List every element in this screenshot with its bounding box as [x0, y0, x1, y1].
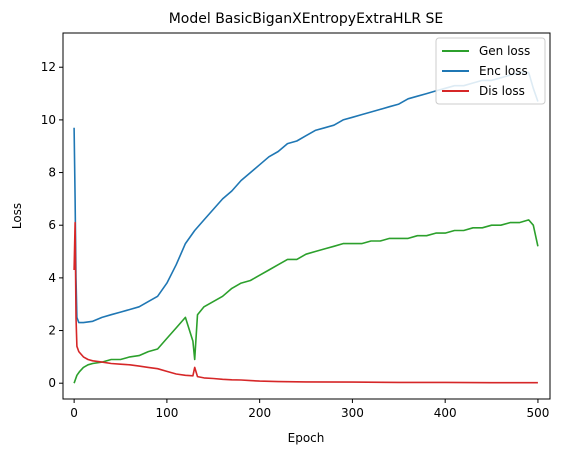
- x-tick-label: 100: [155, 406, 178, 420]
- y-tick-label: 0: [48, 376, 56, 390]
- x-axis-label: Epoch: [288, 431, 325, 445]
- y-tick-label: 10: [41, 113, 56, 127]
- series-line-gen-loss: [73, 219, 539, 384]
- y-tick-label: 8: [48, 166, 56, 180]
- y-axis-label: Loss: [10, 203, 24, 229]
- y-tick-label: 6: [48, 218, 56, 232]
- series-line-dis-loss: [73, 221, 538, 384]
- x-tick-label: 400: [434, 406, 457, 420]
- legend: Gen loss Enc loss Dis loss: [435, 37, 546, 105]
- x-tick-label: 300: [341, 406, 364, 420]
- legend-label: Gen loss: [479, 44, 530, 58]
- legend-label: Dis loss: [479, 84, 525, 98]
- legend-box: [435, 37, 546, 105]
- plot-area-frame: [62, 32, 551, 400]
- y-tick-label: 2: [48, 324, 56, 338]
- y-tick-label: 12: [41, 60, 56, 74]
- x-tick-label: 0: [70, 406, 78, 420]
- chart-title: Model BasicBiganXEntropyExtraHLR SE: [169, 11, 444, 27]
- series-line-enc-loss: [73, 71, 539, 324]
- x-tick-label: 200: [248, 406, 271, 420]
- series-lines: [73, 71, 539, 384]
- legend-label: Enc loss: [479, 64, 528, 78]
- x-tick-label: 500: [526, 406, 549, 420]
- x-axis-ticks: 0 100 200 300 400 500: [70, 399, 549, 420]
- y-axis-ticks: 0 2 4 6 8 10 12: [41, 60, 63, 390]
- y-tick-label: 4: [48, 271, 56, 285]
